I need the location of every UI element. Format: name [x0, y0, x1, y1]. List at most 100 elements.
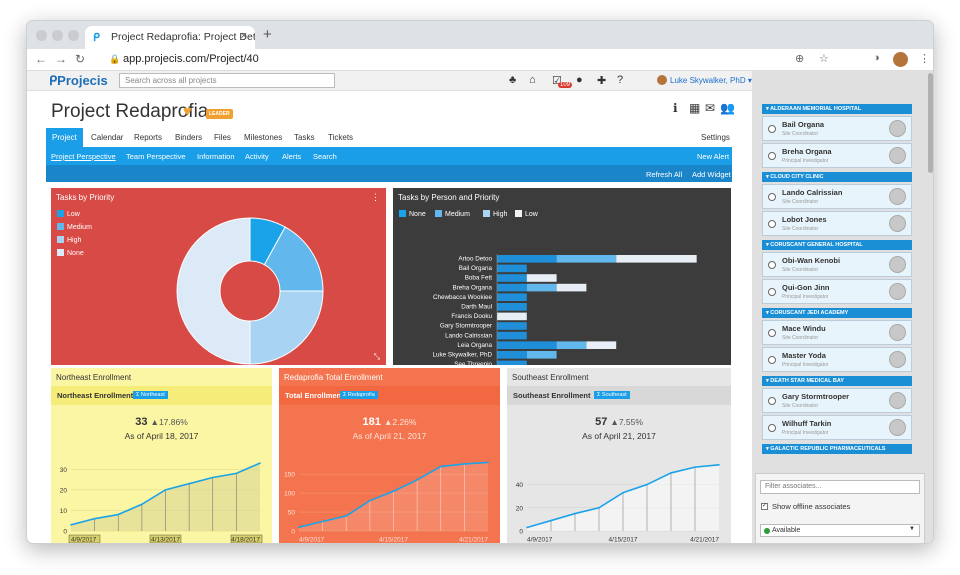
tab-calendar[interactable]: Calendar	[91, 133, 124, 142]
info-icon[interactable]: ℹ	[673, 101, 678, 115]
filter-badge[interactable]: Σ Redaprofia	[340, 391, 378, 399]
legend-swatch	[399, 210, 406, 217]
new-alert-button[interactable]: New Alert	[697, 152, 730, 161]
hierarchy-icon[interactable]: ♣	[509, 74, 517, 86]
browser-tab[interactable]: ᑭ Project Redaprofia: Project Det ×	[85, 26, 255, 49]
hospital-group-header[interactable]: ▾ DEATH STAR MEDICAL BAY	[762, 376, 912, 386]
bar-segment	[556, 283, 587, 292]
tab-binders[interactable]: Binders	[175, 133, 203, 142]
url-field[interactable]: 🔒 app.projecis.com/Project/40	[109, 51, 869, 69]
close-window-button[interactable]	[36, 30, 47, 41]
mail-icon[interactable]: ✉	[705, 101, 716, 115]
presence-indicator	[768, 125, 776, 133]
legend-swatch	[483, 210, 490, 217]
extension-icon[interactable]: ◑	[873, 52, 880, 64]
tab-close-icon[interactable]: ×	[240, 30, 247, 42]
subnav-activity[interactable]: Activity	[245, 152, 269, 161]
add-widget-button[interactable]: Add Widget	[692, 170, 731, 179]
presence-indicator	[768, 220, 776, 228]
associate-item[interactable]: Wilhuff Tarkin Principal Investigator	[762, 415, 912, 440]
profile-avatar[interactable]	[893, 52, 908, 67]
subnav-team-perspective[interactable]: Team Perspective	[126, 152, 186, 161]
associate-item[interactable]: Gary Stormtrooper Site Coordinator	[762, 388, 912, 413]
legend-item: Medium	[57, 223, 92, 231]
associate-role: Principal Investigator	[782, 430, 829, 436]
data-point	[670, 472, 672, 474]
bar-segment	[497, 293, 527, 301]
legend-swatch	[515, 210, 522, 217]
show-offline-checkbox[interactable]: ✓	[761, 503, 768, 510]
tab-files[interactable]: Files	[214, 133, 231, 142]
subnav-project-perspective[interactable]: Project Perspective	[51, 152, 116, 161]
y-tick-label: 0	[291, 529, 295, 536]
data-point	[487, 461, 489, 464]
data-point	[70, 524, 72, 526]
associate-item[interactable]: Breha Organa Principal Investigator	[762, 143, 912, 168]
tab-tasks[interactable]: Tasks	[294, 133, 315, 142]
calendar-icon[interactable]: ▦	[689, 101, 701, 115]
filter-badge[interactable]: Σ Southeast	[594, 391, 630, 399]
tasks-check-icon[interactable]: ☑	[552, 75, 562, 87]
subnav-information[interactable]: Information	[197, 152, 235, 161]
maximize-window-button[interactable]	[68, 30, 79, 41]
donut-slice	[249, 290, 324, 365]
hospital-group-header[interactable]: ▾ CLOUD CITY CLINIC	[762, 172, 912, 182]
tab-project[interactable]: Project	[46, 128, 83, 147]
legend-item: Low	[515, 210, 538, 218]
global-search-input[interactable]: Search across all projects	[119, 73, 335, 88]
star-icon[interactable]: ☆	[819, 53, 829, 65]
help-icon[interactable]: ?	[617, 74, 624, 86]
associate-item[interactable]: Mace Windu Site Coordinator	[762, 320, 912, 345]
menu-dots-icon[interactable]: ⋮	[919, 53, 930, 65]
home-icon[interactable]: ⌂	[529, 74, 536, 86]
associate-item[interactable]: Master Yoda Principal Investigator	[762, 347, 912, 372]
y-tick-label: 0	[63, 529, 67, 536]
associate-item[interactable]: Lobot Jones Site Coordinator	[762, 211, 912, 236]
associate-item[interactable]: Obi-Wan Kenobi Site Coordinator	[762, 252, 912, 277]
associate-item[interactable]: Lando Calrissian Site Coordinator	[762, 184, 912, 209]
minimize-window-button[interactable]	[52, 30, 63, 41]
tab-title: Project Redaprofia: Project Det	[111, 31, 255, 43]
project-tabs: Project Calendar Reports Binders Files M…	[27, 128, 731, 147]
sidebar-scrollbar[interactable]	[928, 73, 933, 173]
status-select[interactable]: Available ▼	[760, 524, 920, 537]
associate-name: Mace Windu	[782, 324, 826, 333]
chat-icon[interactable]: ●	[576, 74, 583, 86]
show-offline-label: Show offline associates	[772, 502, 851, 511]
subnav-alerts[interactable]: Alerts	[282, 152, 302, 161]
x-tick-box	[149, 534, 182, 543]
expand-icon[interactable]: ⤡	[373, 352, 380, 361]
forward-icon[interactable]: →	[55, 52, 67, 66]
associate-name: Gary Stormtrooper	[782, 392, 850, 401]
y-tick-label: 20	[516, 505, 524, 512]
tab-milestones[interactable]: Milestones	[244, 133, 283, 142]
new-tab-button[interactable]: +	[263, 26, 272, 43]
associate-item[interactable]: Qui-Gon Jinn Principal Investigator	[762, 279, 912, 304]
app-logo[interactable]: ᑭProjecis	[49, 73, 108, 89]
hospital-group-header[interactable]: ▾ CORUSCANT JEDI ACADEMY	[762, 308, 912, 318]
widget-title: Tasks by Priority	[56, 193, 115, 202]
widget-menu-icon[interactable]: ⋮	[371, 192, 380, 202]
refresh-all-button[interactable]: Refresh All	[646, 170, 683, 179]
associate-item[interactable]: Bail Organa Site Coordinator	[762, 116, 912, 141]
hospital-group-header[interactable]: ▾ CORUSCANT GENERAL HOSPITAL	[762, 240, 912, 250]
subnav-search[interactable]: Search	[313, 152, 337, 161]
hospital-group-header[interactable]: ▾ ALDERAAN MEMORIAL HOSPITAL	[762, 104, 912, 114]
tab-reports[interactable]: Reports	[134, 133, 163, 142]
filter-associates-input[interactable]: Filter associates...	[760, 480, 920, 494]
address-bar: ← → ↻ 🔒 app.projecis.com/Project/40 ⊕ ☆ …	[27, 49, 933, 71]
zoom-icon[interactable]: ⊕	[795, 53, 805, 65]
role-label: LEADER	[206, 109, 233, 119]
trend-up-icon: ▲	[383, 417, 393, 427]
tab-tickets[interactable]: Tickets	[328, 133, 354, 142]
presence-indicator	[768, 261, 776, 269]
users-icon[interactable]: 👥	[720, 101, 735, 115]
tab-settings[interactable]: Settings	[701, 133, 730, 142]
reload-icon[interactable]: ↻	[75, 52, 86, 66]
back-icon[interactable]: ←	[35, 52, 47, 66]
x-tick-box	[68, 534, 101, 543]
user-menu[interactable]: Luke Skywalker, PhD ▾	[657, 75, 752, 85]
filter-badge[interactable]: Σ Northeast	[133, 391, 168, 399]
hospital-group-header[interactable]: ▾ GALACTIC REPUBLIC PHARMACEUTICALS	[762, 444, 912, 454]
plus-icon[interactable]: ✚	[597, 75, 607, 87]
